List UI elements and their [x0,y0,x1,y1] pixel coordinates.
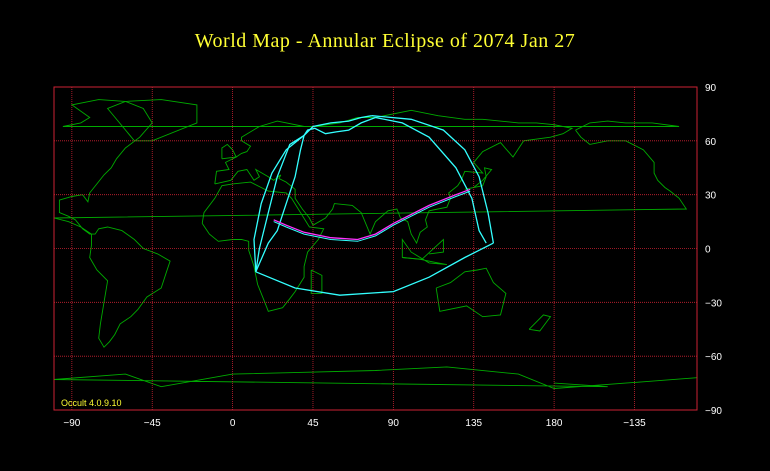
coastline-5 [106,99,198,142]
lat-tick-label: −90 [705,406,722,417]
coastline-3 [435,267,507,318]
watermark-label: Occult 4.0.9.10 [61,398,122,408]
lon-tick-label: 45 [307,418,319,429]
graticule-grid [53,86,698,411]
axis-labels: −90 −45 0 45 90 135 180 −135 90 60 30 0 −30 −60 −90 [63,83,722,429]
annular-southern-limit-line [273,190,471,242]
coastline-11 [402,238,444,260]
coastline-7 [464,167,493,190]
penumbra-southern-arc-line [255,242,494,296]
lon-tick-label: −45 [144,418,161,429]
penumbra-north-line [255,135,305,273]
eclipse-paths [253,115,495,296]
coastlines [53,99,698,389]
coastline-10 [528,314,552,332]
map-title: World Map - Annular Eclipse of 2074 Jan … [194,30,576,52]
coastline-1 [201,181,325,312]
penumbra-south-line [255,134,305,272]
lon-tick-label: 180 [546,418,563,429]
lat-tick-label: 30 [705,191,717,202]
penumbra-outer-west-line [253,134,305,272]
lon-tick-label: −90 [63,418,80,429]
lat-tick-label: −60 [705,352,722,363]
coastline-9 [221,143,237,160]
penumbra-east-outer-line [371,115,495,244]
northern-link-line [303,115,373,136]
coastline-0 [53,99,688,348]
lat-tick-label: 0 [705,245,711,256]
tail-link-line [303,116,376,136]
lat-tick-label: 90 [705,83,717,94]
lon-tick-label: 135 [465,418,482,429]
lat-tick-label: 60 [705,137,717,148]
coastline-2 [214,109,574,245]
lon-tick-label: 0 [230,418,236,429]
central-line [273,188,471,241]
lon-tick-label: 90 [388,418,400,429]
coastline-8 [310,269,323,294]
lat-tick-label: −30 [705,298,722,309]
penumbra-east-inner-line [375,116,487,244]
lon-tick-label: −135 [623,418,646,429]
coastline-6 [401,238,447,266]
coastline-4 [53,366,698,389]
